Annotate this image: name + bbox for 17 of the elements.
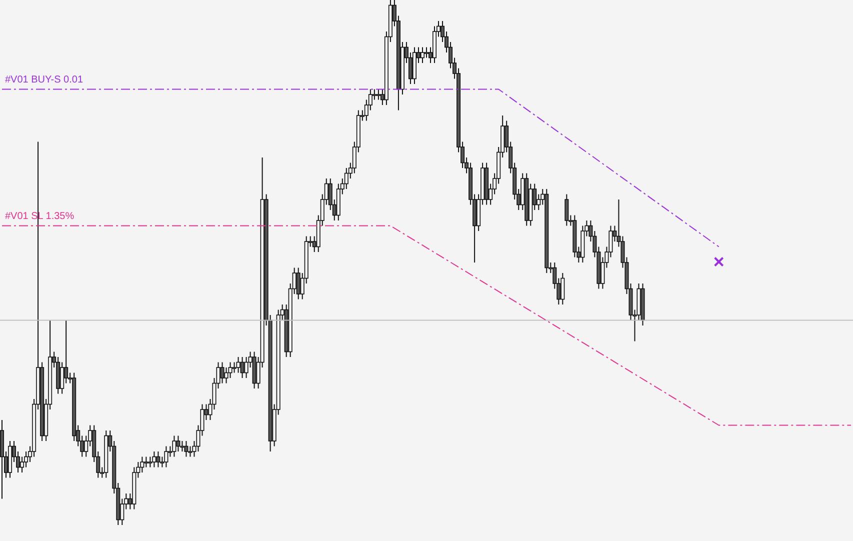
candlestick [164,446,168,468]
candlestick [564,194,569,226]
candlestick [220,362,224,384]
candlestick [560,272,565,305]
candlestick [376,88,380,100]
candlestick [236,356,240,374]
candlestick [172,435,176,458]
candlestick [420,46,424,64]
candlestick [184,440,188,458]
series-label: #V01 BUY-S 0.01 [5,74,84,86]
candlestick [424,46,428,58]
candlestick [156,451,160,468]
candlestick [176,435,180,452]
candlestick [240,356,244,378]
candlestick [144,456,148,468]
candlestick [152,451,156,468]
candlestick [296,267,300,300]
